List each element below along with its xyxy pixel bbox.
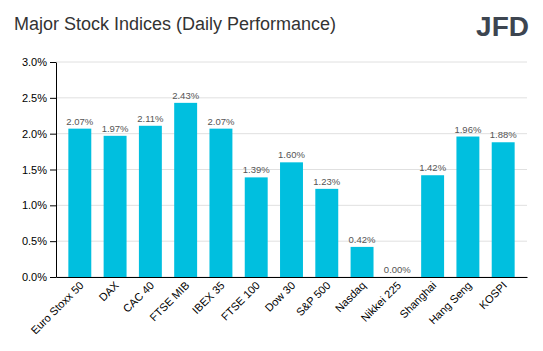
tick-mark (50, 205, 56, 206)
grid (56, 62, 527, 277)
tick: FTSE MIB (147, 279, 191, 323)
bar (104, 136, 127, 277)
data-label: 1.88% (490, 129, 517, 140)
data-label: 2.07% (66, 116, 93, 127)
bar (139, 126, 162, 277)
data-label: 1.97% (102, 123, 129, 134)
tick-label: Euro Stoxx 50 (28, 279, 85, 336)
tick-label: 2.0% (22, 128, 47, 140)
tick: 1.5% (22, 164, 56, 176)
bar (209, 129, 232, 277)
tick-label: 1.5% (22, 164, 47, 176)
tick: 0.0% (22, 271, 56, 283)
tick-label: Dow 30 (263, 279, 298, 314)
data-labels: 2.07% 1.97% 2.11% 2.43% 2.07% 1.39% 1.60% 1.23%… (66, 90, 517, 275)
tick-label: 2.5% (22, 92, 47, 104)
data-label: 2.43% (172, 90, 199, 101)
tick-label: FTSE MIB (147, 279, 191, 323)
bar (351, 247, 374, 277)
tick: FTSE 100 (219, 279, 263, 323)
tick: CAC 40 (121, 279, 157, 315)
data-label: 0.00% (384, 264, 411, 275)
tick-label: 3.0% (22, 56, 47, 68)
tick-label: S&P 500 (294, 279, 333, 318)
axis-line (56, 63, 57, 278)
tick-label: 0.0% (22, 271, 47, 283)
tick: 2.5% (22, 92, 56, 104)
tick-mark (50, 134, 56, 135)
tick-label: 1.0% (22, 199, 47, 211)
tick: Euro Stoxx 50 (28, 279, 85, 336)
tick-mark (50, 62, 56, 63)
tick: Nikkei 225 (358, 279, 403, 324)
tick-label: Nasdaq (333, 279, 368, 314)
data-label: 1.42% (419, 162, 446, 173)
data-label: 0.42% (349, 234, 376, 245)
data-label: 1.96% (454, 124, 481, 135)
title: Major Stock Indices (Daily Performance) (14, 14, 336, 34)
bar (280, 162, 303, 277)
bar (174, 103, 197, 277)
tick-mark (50, 170, 56, 171)
tick-label: CAC 40 (121, 279, 157, 315)
tick-label: Nikkei 225 (358, 279, 403, 324)
tick-mark (50, 98, 56, 99)
x-axis: Euro Stoxx 50DAXCAC 40FTSE MIBIBEX 35FTS… (28, 278, 527, 337)
bars (68, 103, 514, 277)
data-label: 2.11% (137, 113, 164, 124)
tick-mark (50, 241, 56, 242)
tick-label: DAX (96, 279, 121, 304)
tick: KOSPI (477, 279, 509, 311)
tick-label: Hang Seng (426, 279, 473, 326)
tick: 0.5% (22, 235, 56, 247)
tick-label: KOSPI (477, 279, 509, 311)
data-label: 1.23% (313, 176, 340, 187)
axis-line (57, 277, 528, 278)
data-label: 2.07% (207, 116, 234, 127)
data-label: 1.39% (243, 164, 270, 175)
tick: 3.0% (22, 56, 56, 68)
tick: Hang Seng (426, 279, 473, 326)
tick: 2.0% (22, 128, 56, 140)
annotation: JFD (476, 11, 529, 42)
tick-mark (50, 277, 56, 278)
plot: 0.0% 0.5% 1.0% 1.5% 2.0% 2.5% 3.0% Euro Stoxx 5… (22, 56, 528, 336)
bar (68, 129, 91, 277)
grid-line (56, 62, 527, 63)
tick: Nasdaq (333, 279, 368, 314)
grid-line (56, 97, 527, 98)
bar (315, 189, 338, 277)
bar (245, 177, 268, 277)
tick: S&P 500 (294, 279, 333, 318)
bar (386, 277, 409, 278)
tick-label: FTSE 100 (219, 279, 263, 323)
tick: Dow 30 (263, 279, 298, 314)
bar (492, 142, 515, 277)
tick: DAX (96, 279, 121, 304)
y-axis: 0.0% 0.5% 1.0% 1.5% 2.0% 2.5% 3.0% (22, 56, 57, 283)
tick-label: 0.5% (22, 235, 47, 247)
chart: Major Stock Indices (Daily Performance) J… (0, 0, 543, 351)
data-label: 1.60% (278, 149, 305, 160)
bar (456, 137, 479, 277)
bar (421, 175, 444, 277)
tick: 1.0% (22, 199, 56, 211)
